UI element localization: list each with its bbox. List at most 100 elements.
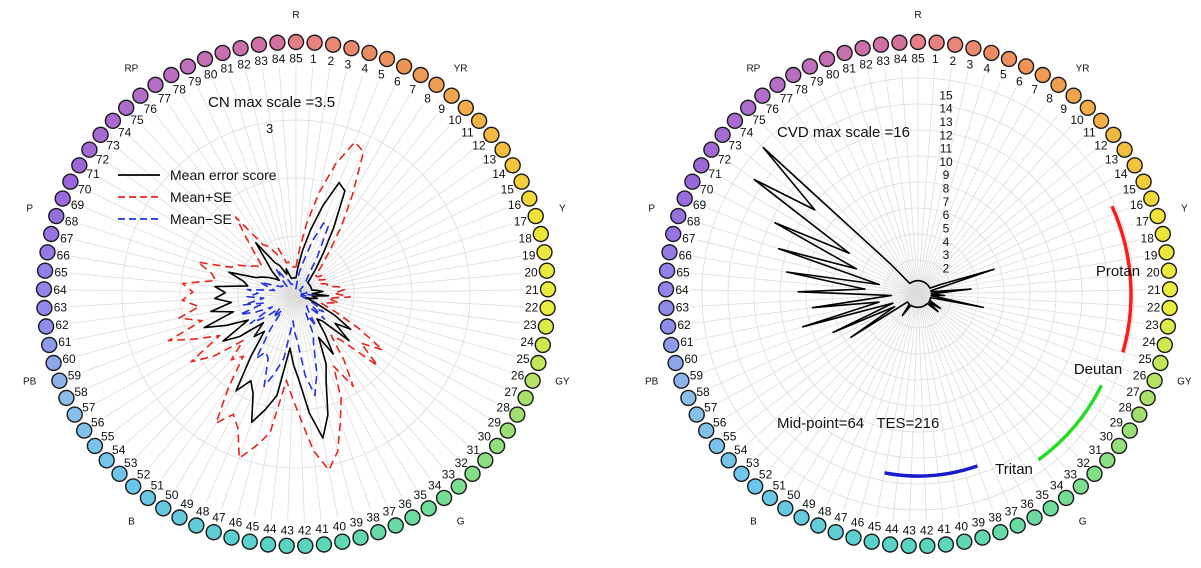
color-cap-marker	[1161, 299, 1178, 317]
cap-number-label: 11	[461, 125, 474, 139]
grid-ring	[753, 129, 1083, 459]
cap-number-label: 76	[144, 102, 158, 116]
color-cap-marker	[937, 536, 955, 553]
color-cap-marker	[983, 44, 1000, 62]
color-cap-marker	[1050, 76, 1067, 94]
color-cap-marker	[714, 126, 731, 144]
cap-number-label: 55	[101, 430, 115, 444]
cap-number-label: 83	[255, 54, 269, 68]
cap-number-label: 67	[60, 231, 74, 245]
color-cap-marker	[726, 112, 744, 130]
color-cap-marker	[665, 225, 682, 243]
cap-number-label: 22	[1147, 301, 1161, 315]
cap-number-label: 53	[124, 456, 138, 470]
hue-label: GY	[1177, 377, 1192, 388]
cap-number-label: 80	[204, 67, 218, 81]
cap-number-label: 25	[516, 352, 530, 366]
color-cap-marker	[179, 58, 197, 75]
cap-number-label: 45	[246, 520, 260, 534]
color-cap-marker	[684, 173, 701, 190]
color-cap-marker	[680, 389, 697, 407]
cap-number-label: 37	[1005, 504, 1019, 518]
cap-number-label: 23	[1145, 318, 1159, 332]
cap-number-label: 43	[281, 523, 295, 537]
cap-number-label: 39	[350, 516, 364, 530]
cap-number-label: 40	[955, 520, 969, 534]
grid-ring	[831, 207, 1005, 381]
spoke-line	[295, 81, 379, 295]
color-cap-marker	[1017, 58, 1035, 75]
spoke-line	[124, 293, 297, 445]
hue-label: B	[750, 517, 757, 528]
cap-number-label: 66	[679, 248, 693, 262]
color-cap-marker	[1110, 437, 1128, 455]
color-cap-marker	[532, 225, 549, 243]
cap-number-label: 60	[62, 352, 76, 366]
color-cap-marker	[1158, 244, 1175, 261]
cap-number-label: 5	[378, 67, 385, 81]
color-cap-marker	[35, 281, 53, 298]
cap-number-label: 30	[478, 430, 492, 444]
cap-number-label: 44	[263, 522, 277, 536]
color-cap-marker	[450, 478, 467, 495]
cap-number-label: 12	[1094, 138, 1108, 152]
cap-number-label: 65	[676, 266, 690, 280]
spoke-line	[295, 207, 508, 295]
grid-ring	[883, 259, 953, 329]
color-cap-marker	[527, 207, 544, 225]
series-line	[167, 141, 384, 471]
spoke-line	[295, 293, 524, 307]
cap-number-label: 82	[237, 57, 251, 71]
grid-ring	[727, 103, 1109, 485]
color-cap-marker	[733, 465, 750, 482]
cap-number-label: 61	[58, 335, 72, 349]
color-cap-marker	[334, 533, 351, 550]
color-cap-marker	[946, 36, 964, 53]
color-cap-marker	[1057, 489, 1075, 507]
cap-number-label: 47	[834, 511, 848, 525]
color-cap-marker	[117, 99, 135, 117]
cap-number-label: 66	[57, 248, 71, 262]
color-cap-marker	[658, 262, 676, 279]
cap-number-label: 22	[525, 301, 539, 315]
cap-number-label: 41	[315, 522, 329, 536]
cap-number-label: 80	[826, 67, 840, 81]
color-cap-marker	[352, 529, 369, 546]
spoke-line	[154, 114, 297, 295]
color-cap-marker	[132, 87, 149, 104]
color-cap-marker	[673, 372, 690, 389]
hue-label: G	[1079, 517, 1087, 528]
cap-number-label: 35	[1036, 488, 1050, 502]
cap-number-label: 15	[501, 182, 515, 196]
cap-number-label: 67	[682, 231, 696, 245]
color-cap-marker	[1026, 509, 1043, 526]
color-cap-marker	[863, 533, 880, 550]
color-cap-marker	[163, 66, 180, 84]
radial-tick-label: 12	[939, 128, 953, 142]
cap-number-label: 43	[903, 523, 917, 537]
spoke-line	[295, 293, 479, 432]
spoke-line	[295, 104, 424, 295]
color-cap-marker	[534, 336, 551, 354]
spoke-line	[295, 289, 525, 295]
color-cap-marker	[539, 299, 556, 317]
color-cap-marker	[412, 66, 429, 84]
color-cap-marker	[428, 76, 445, 94]
hue-label: Y	[1181, 204, 1188, 215]
cap-number-label: 6	[1016, 74, 1023, 88]
spoke-line	[136, 293, 297, 457]
color-cap-marker	[658, 299, 675, 317]
color-cap-marker	[139, 489, 157, 507]
spoke-line	[72, 293, 297, 341]
cap-number-label: 5	[1000, 67, 1007, 81]
spoke-line	[295, 163, 484, 295]
cap-number-label: 7	[1031, 82, 1038, 96]
color-cap-marker	[698, 422, 715, 439]
color-cap-marker	[785, 66, 802, 84]
spoke-line	[81, 293, 297, 373]
cap-number-label: 51	[773, 478, 787, 492]
hue-label: B	[128, 517, 135, 528]
cap-number-label: 34	[428, 478, 442, 492]
cap-number-label: 83	[877, 54, 891, 68]
